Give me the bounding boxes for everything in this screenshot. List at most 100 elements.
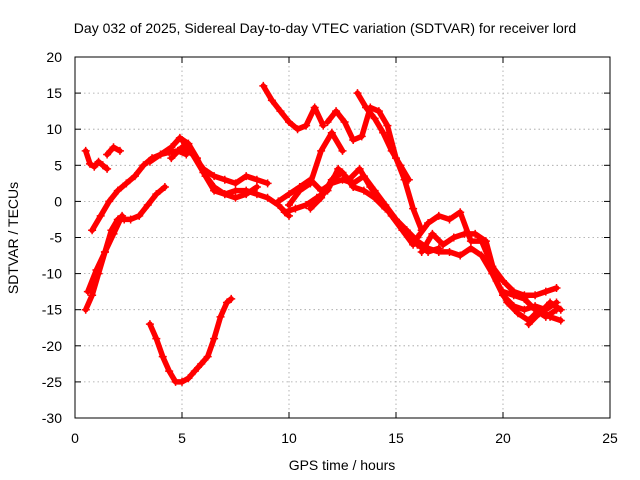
data-point <box>396 161 405 170</box>
data-point <box>295 186 304 195</box>
data-point <box>460 229 469 238</box>
data-point <box>531 305 540 314</box>
data-point <box>340 117 349 126</box>
data-point <box>216 312 225 321</box>
data-point <box>81 305 90 314</box>
x-tick-label: 5 <box>178 430 186 446</box>
data-point <box>188 150 197 159</box>
data-point <box>456 208 465 217</box>
data-point <box>220 175 229 184</box>
data-point <box>178 377 186 386</box>
data-point <box>259 81 268 90</box>
series-line <box>307 169 389 212</box>
data-point <box>327 175 336 184</box>
data-point <box>546 298 555 307</box>
data-point <box>105 197 114 206</box>
x-tick-label: 10 <box>281 430 297 446</box>
series-line <box>147 296 234 385</box>
series-arc-10 <box>259 81 328 134</box>
data-point <box>552 284 561 293</box>
data-point <box>252 175 261 184</box>
data-point <box>332 107 341 116</box>
data-point <box>434 247 443 256</box>
data-point <box>503 298 512 307</box>
data-point <box>293 125 302 134</box>
data-point <box>520 305 529 314</box>
data-point <box>428 229 437 238</box>
data-point <box>118 211 127 220</box>
data-point <box>413 233 422 242</box>
data-point <box>383 121 392 130</box>
data-point <box>231 193 240 202</box>
data-point <box>94 157 103 166</box>
data-point <box>317 146 326 155</box>
data-point <box>466 244 475 253</box>
data-point <box>145 320 154 329</box>
data-point <box>145 157 154 166</box>
y-tick-label: -25 <box>42 374 62 390</box>
data-point <box>227 294 236 303</box>
data-point <box>88 291 97 300</box>
data-point <box>109 229 118 238</box>
data-point <box>306 179 315 188</box>
series-arc-4 <box>81 182 169 314</box>
y-tick-label: 15 <box>46 85 62 101</box>
data-point <box>285 190 293 199</box>
data-point <box>291 204 300 213</box>
data-point <box>280 208 289 217</box>
data-point <box>103 150 112 159</box>
data-point <box>357 132 366 141</box>
data-point <box>85 159 94 168</box>
data-point <box>113 186 122 195</box>
data-point <box>220 190 229 199</box>
data-point <box>165 367 174 376</box>
data-point <box>252 190 261 199</box>
data-point <box>210 172 219 181</box>
data-point <box>317 193 326 202</box>
data-point <box>513 309 522 318</box>
data-point <box>160 182 169 191</box>
data-point <box>92 265 101 274</box>
data-point <box>285 201 293 210</box>
series-arc-12 <box>353 89 413 184</box>
series-line <box>260 83 326 132</box>
data-point <box>103 164 112 173</box>
data-point <box>556 305 565 314</box>
data-point <box>100 247 109 256</box>
data-point <box>306 204 315 213</box>
data-point <box>274 197 283 206</box>
data-point <box>263 179 272 188</box>
y-tick-label: -5 <box>50 230 63 246</box>
series-arc-15 <box>285 128 347 210</box>
series-arc-1 <box>81 146 112 173</box>
data-point <box>370 193 379 202</box>
data-point <box>355 164 364 173</box>
data-point <box>535 309 544 318</box>
data-point <box>531 291 540 300</box>
ticks: 0 5 10 15 20 25 -30 -25 -20 -15 -10 -5 0 5 10 15 20 <box>42 49 618 446</box>
data-point <box>130 172 139 181</box>
data-point <box>434 211 443 220</box>
data-point <box>210 334 219 343</box>
data-point <box>184 374 193 383</box>
data-point <box>152 334 161 343</box>
data-point <box>167 143 176 152</box>
data-point <box>445 247 454 256</box>
data-point <box>509 291 518 300</box>
grid <box>75 57 610 418</box>
data-point <box>541 287 550 296</box>
data-point <box>366 182 375 191</box>
data-point <box>477 251 486 260</box>
data-point <box>263 193 272 202</box>
data-point <box>353 89 362 98</box>
data-point <box>310 103 319 112</box>
data-point <box>135 211 144 220</box>
data-point <box>471 229 480 238</box>
x-axis-label: GPS time / hours <box>289 457 396 473</box>
data-point <box>466 237 475 246</box>
data-point <box>387 211 396 220</box>
data-point <box>231 179 240 188</box>
data-point <box>492 276 501 285</box>
y-tick-label: -15 <box>42 302 62 318</box>
